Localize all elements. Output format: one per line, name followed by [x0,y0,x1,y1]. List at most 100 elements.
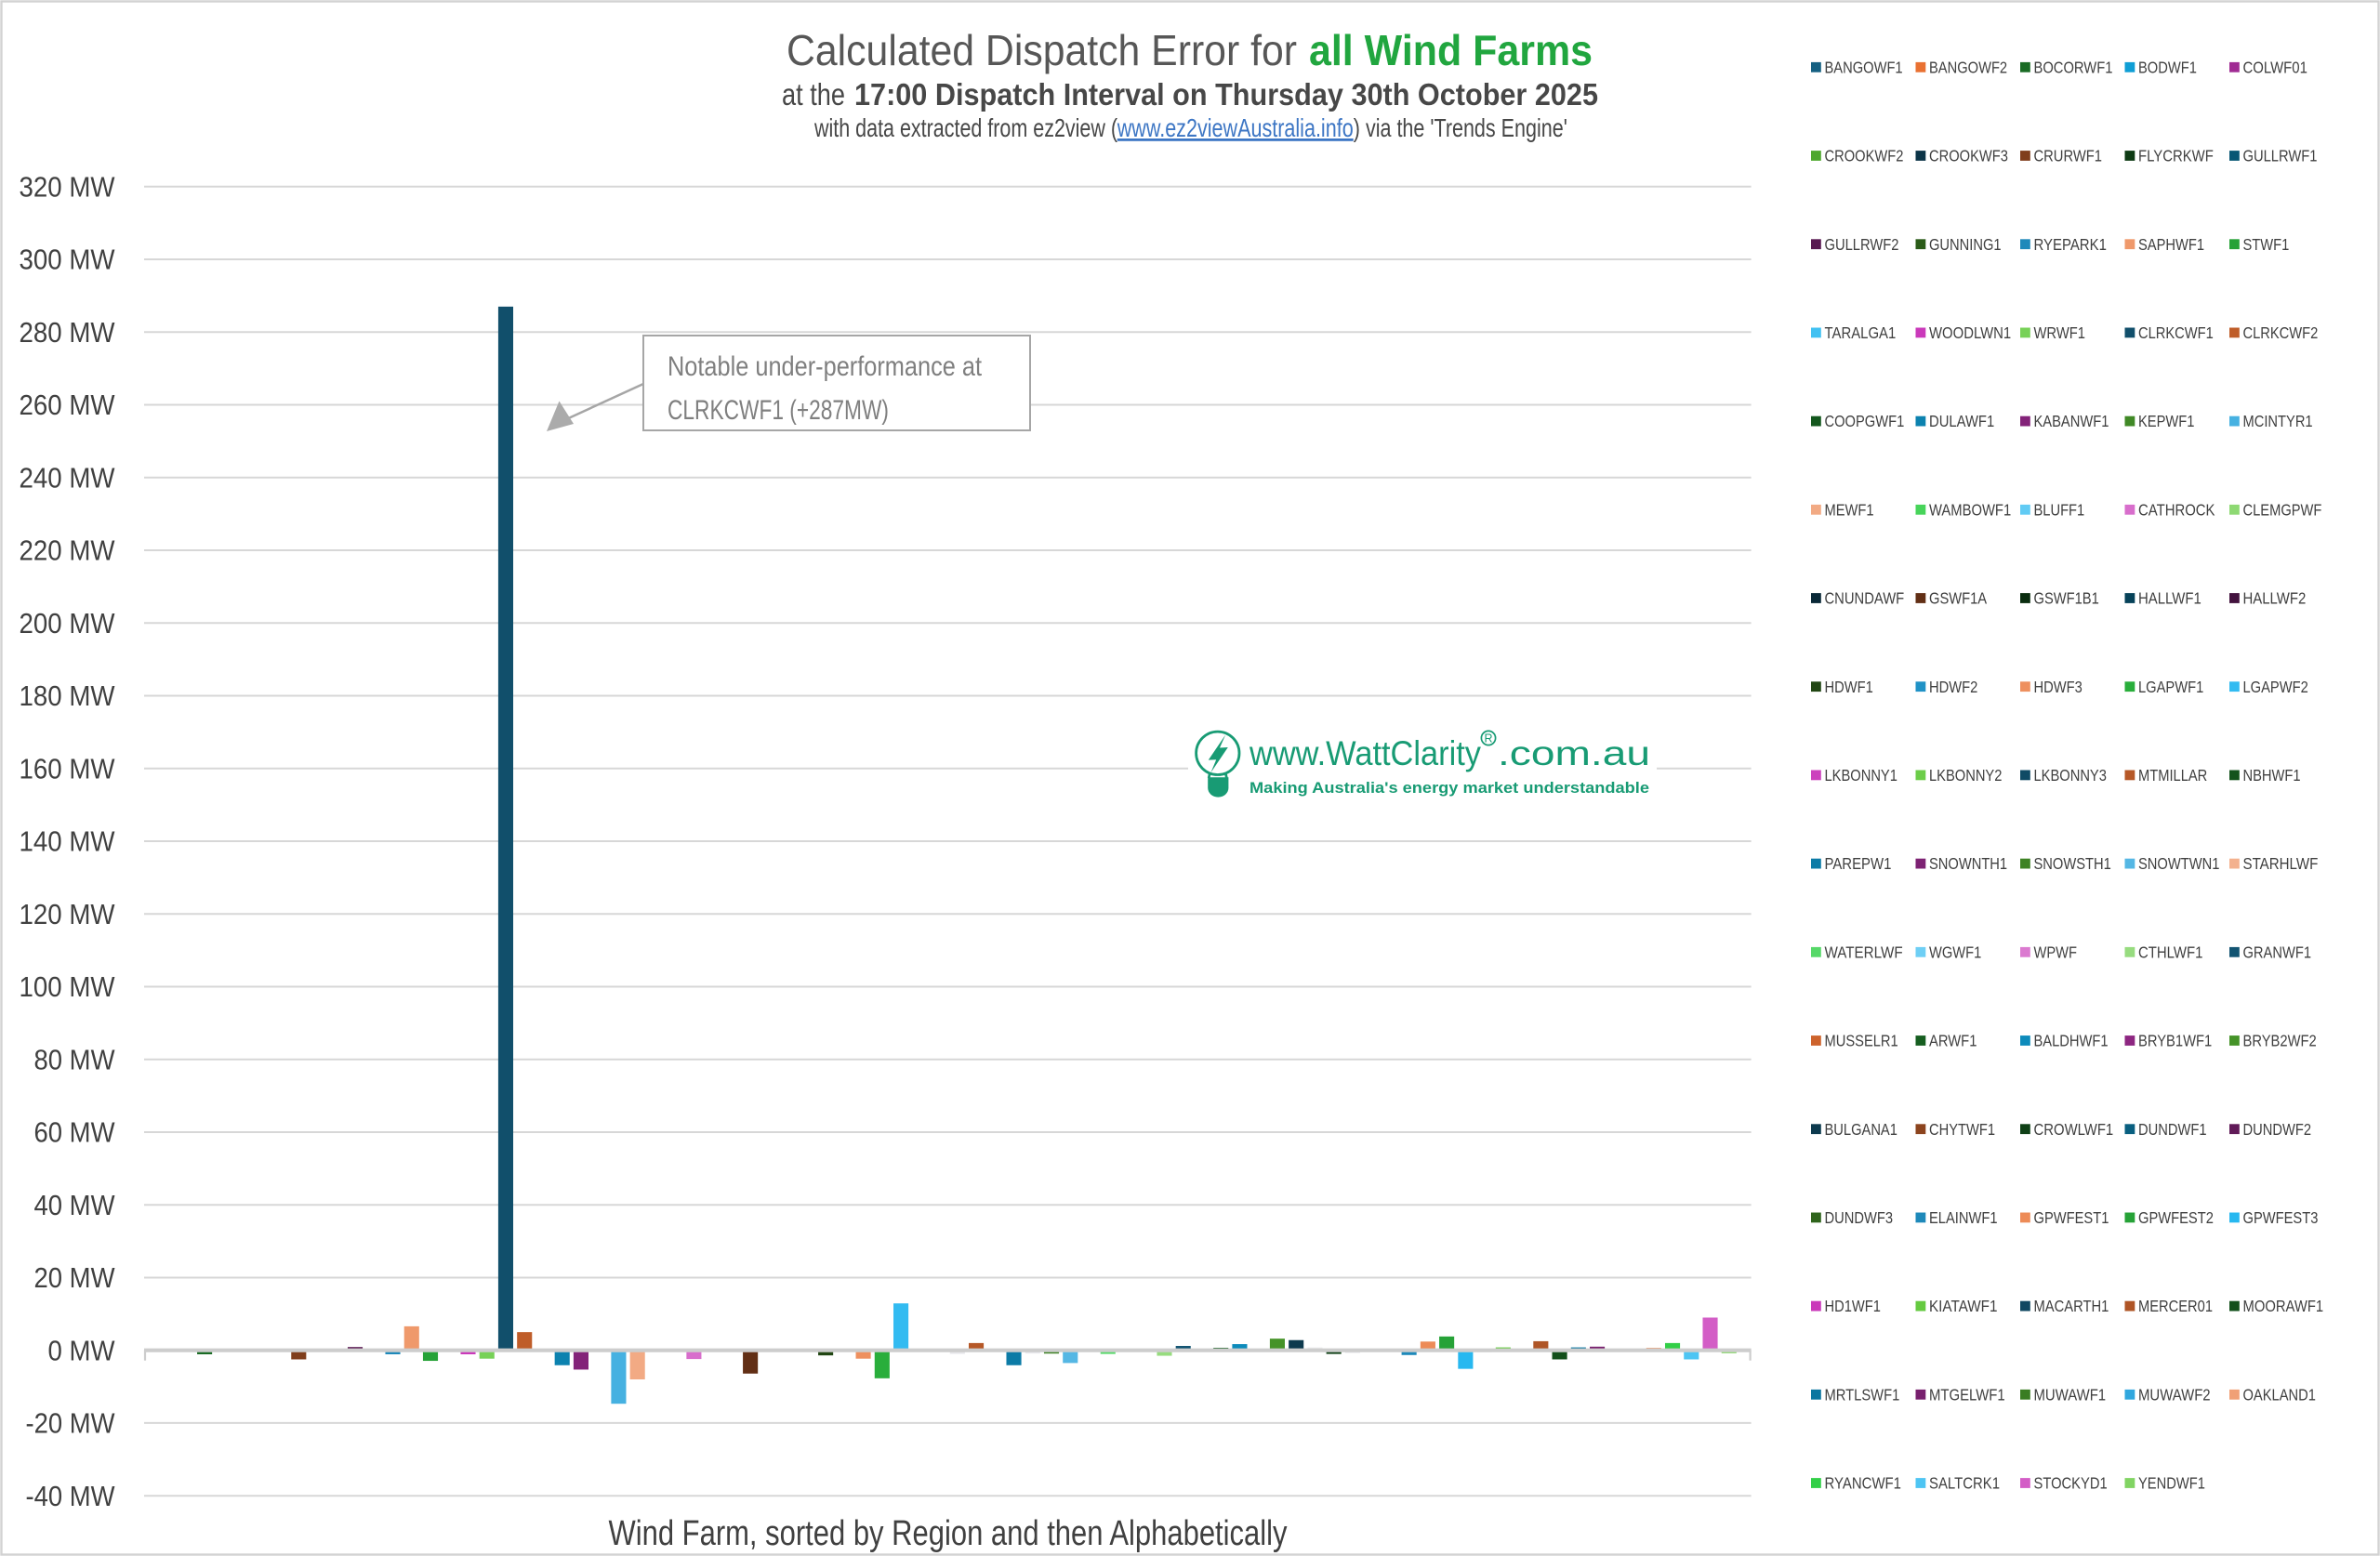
svg-text:CROOKWF3: CROOKWF3 [1929,147,2008,165]
svg-text:STWF1: STWF1 [2243,235,2290,254]
svg-text:STARHLWF: STARHLWF [2243,854,2319,873]
svg-text:Wind Farm, sorted by Region an: Wind Farm, sorted by Region and then Alp… [609,1514,1288,1553]
svg-text:PAREPW1: PAREPW1 [1825,854,1892,873]
svg-text:BULGANA1: BULGANA1 [1825,1120,1897,1139]
svg-text:Making Australia's energy mark: Making Australia's energy market underst… [1250,780,1649,797]
svg-text:TARALGA1: TARALGA1 [1825,323,1897,342]
svg-text:LGAPWF2: LGAPWF2 [2243,678,2308,696]
svg-text:CLRKCWF2: CLRKCWF2 [2243,323,2319,342]
svg-text:KIATAWF1: KIATAWF1 [1929,1297,1998,1315]
svg-text:BANGOWF2: BANGOWF2 [1929,58,2007,76]
svg-text:LKBONNY1: LKBONNY1 [1825,766,1897,785]
svg-text:DUNDWF1: DUNDWF1 [2138,1120,2207,1139]
svg-text:RYEPARK1: RYEPARK1 [2034,235,2107,254]
svg-text:CNUNDAWF: CNUNDAWF [1825,589,1905,608]
svg-text:SNOWSTH1: SNOWSTH1 [2034,854,2111,873]
svg-text:COOPGWF1: COOPGWF1 [1825,412,1905,430]
svg-text:20 MW: 20 MW [34,1261,116,1294]
svg-text:CHYTWF1: CHYTWF1 [1929,1120,1995,1139]
svg-text:YENDWF1: YENDWF1 [2138,1474,2205,1493]
svg-text:STOCKYD1: STOCKYD1 [2034,1474,2108,1493]
svg-text:80 MW: 80 MW [34,1043,116,1075]
svg-text:RYANCWF1: RYANCWF1 [1825,1474,1902,1493]
svg-text:320 MW: 320 MW [20,170,116,203]
svg-text:300 MW: 300 MW [20,244,116,276]
svg-text:at the: at the [782,77,845,112]
svg-text:SALTCRK1: SALTCRK1 [1929,1474,2000,1493]
svg-text:OAKLAND1: OAKLAND1 [2243,1385,2316,1404]
svg-text:MRTLSWF1: MRTLSWF1 [1825,1385,1900,1404]
svg-text:WOODLWN1: WOODLWN1 [1929,323,2011,342]
svg-text:) via the 'Trends Engine': ) via the 'Trends Engine' [1354,113,1567,142]
svg-text:-40 MW: -40 MW [26,1480,116,1512]
svg-text:GSWF1A: GSWF1A [1929,589,1987,608]
svg-text:120 MW: 120 MW [20,898,116,930]
svg-text:200 MW: 200 MW [20,607,116,640]
svg-text:KEPWF1: KEPWF1 [2138,412,2194,430]
svg-text:www.ez2viewAustralia.info: www.ez2viewAustralia.info [1117,113,1354,142]
svg-text:R: R [1484,732,1492,745]
svg-text:MUWAWF1: MUWAWF1 [2034,1385,2107,1404]
svg-text:.com.au: .com.au [1498,734,1650,772]
svg-text:17:00 Dispatch Interval on Thu: 17:00 Dispatch Interval on Thursday 30th… [854,77,1598,112]
svg-text:ARWF1: ARWF1 [1929,1032,1977,1050]
svg-text:ELAINWF1: ELAINWF1 [1929,1208,1998,1227]
svg-text:CLRKCWF1 (+287MW): CLRKCWF1 (+287MW) [668,395,889,426]
svg-text:BANGOWF1: BANGOWF1 [1825,58,1903,76]
svg-text:WGWF1: WGWF1 [1929,943,1981,961]
svg-text:www.WattClarity: www.WattClarity [1249,734,1481,772]
svg-text:NBHWF1: NBHWF1 [2243,766,2301,785]
svg-text:HDWF2: HDWF2 [1929,678,1977,696]
svg-text:HDWF3: HDWF3 [2034,678,2082,696]
svg-text:240 MW: 240 MW [20,461,116,494]
svg-text:WATERLWF: WATERLWF [1825,943,1903,961]
svg-text:Calculated Dispatch Error for: Calculated Dispatch Error for [787,26,1297,74]
svg-text:GPWFEST2: GPWFEST2 [2138,1208,2214,1227]
svg-text:Notable under-performance at: Notable under-performance at [668,351,983,382]
svg-text:140 MW: 140 MW [20,825,116,858]
svg-text:CLEMGPWF: CLEMGPWF [2243,500,2322,519]
svg-text:CROWLWF1: CROWLWF1 [2034,1120,2114,1139]
svg-text:-20 MW: -20 MW [26,1407,116,1440]
svg-text:280 MW: 280 MW [20,316,116,349]
svg-text:MUSSELR1: MUSSELR1 [1825,1032,1898,1050]
svg-text:WPWF: WPWF [2034,943,2078,961]
svg-text:WRWF1: WRWF1 [2034,323,2086,342]
svg-text:160 MW: 160 MW [20,752,116,785]
svg-text:MERCER01: MERCER01 [2138,1297,2213,1315]
svg-text:BALDHWF1: BALDHWF1 [2034,1032,2109,1050]
svg-text:all Wind Farms: all Wind Farms [1309,26,1593,74]
svg-text:GUNNING1: GUNNING1 [1929,235,2002,254]
svg-text:GULLRWF2: GULLRWF2 [1825,235,1899,254]
svg-text:260 MW: 260 MW [20,389,116,421]
svg-text:BRYB1WF1: BRYB1WF1 [2138,1032,2212,1050]
svg-text:GSWF1B1: GSWF1B1 [2034,589,2099,608]
svg-text:DUNDWF2: DUNDWF2 [2243,1120,2312,1139]
svg-text:CROOKWF2: CROOKWF2 [1825,147,1904,165]
svg-text:MCINTYR1: MCINTYR1 [2243,412,2313,430]
svg-text:DULAWF1: DULAWF1 [1929,412,1994,430]
svg-text:GRANWF1: GRANWF1 [2243,943,2312,961]
svg-text:MACARTH1: MACARTH1 [2034,1297,2109,1315]
svg-text:HD1WF1: HD1WF1 [1825,1297,1881,1315]
svg-text:60 MW: 60 MW [34,1116,116,1149]
svg-text:BLUFF1: BLUFF1 [2034,500,2085,519]
svg-text:SAPHWF1: SAPHWF1 [2138,235,2204,254]
svg-text:CATHROCK: CATHROCK [2138,500,2215,519]
svg-text:GPWFEST3: GPWFEST3 [2243,1208,2319,1227]
svg-text:HALLWF1: HALLWF1 [2138,589,2202,608]
svg-text:0 MW: 0 MW [48,1334,116,1366]
svg-text:MTGELWF1: MTGELWF1 [1929,1385,2005,1404]
svg-text:BODWF1: BODWF1 [2138,58,2197,76]
svg-text:180 MW: 180 MW [20,679,116,712]
svg-text:KABANWF1: KABANWF1 [2034,412,2109,430]
svg-text:LKBONNY3: LKBONNY3 [2034,766,2107,785]
svg-text:HALLWF2: HALLWF2 [2243,589,2307,608]
svg-text:220 MW: 220 MW [20,534,116,567]
svg-text:with data extracted from ez2vi: with data extracted from ez2view ( [813,113,1117,142]
svg-text:COLWF01: COLWF01 [2243,58,2307,76]
svg-text:BRYB2WF2: BRYB2WF2 [2243,1032,2317,1050]
svg-text:WAMBOWF1: WAMBOWF1 [1929,500,2011,519]
svg-text:LGAPWF1: LGAPWF1 [2138,678,2203,696]
svg-text:MTMILLAR: MTMILLAR [2138,766,2207,785]
